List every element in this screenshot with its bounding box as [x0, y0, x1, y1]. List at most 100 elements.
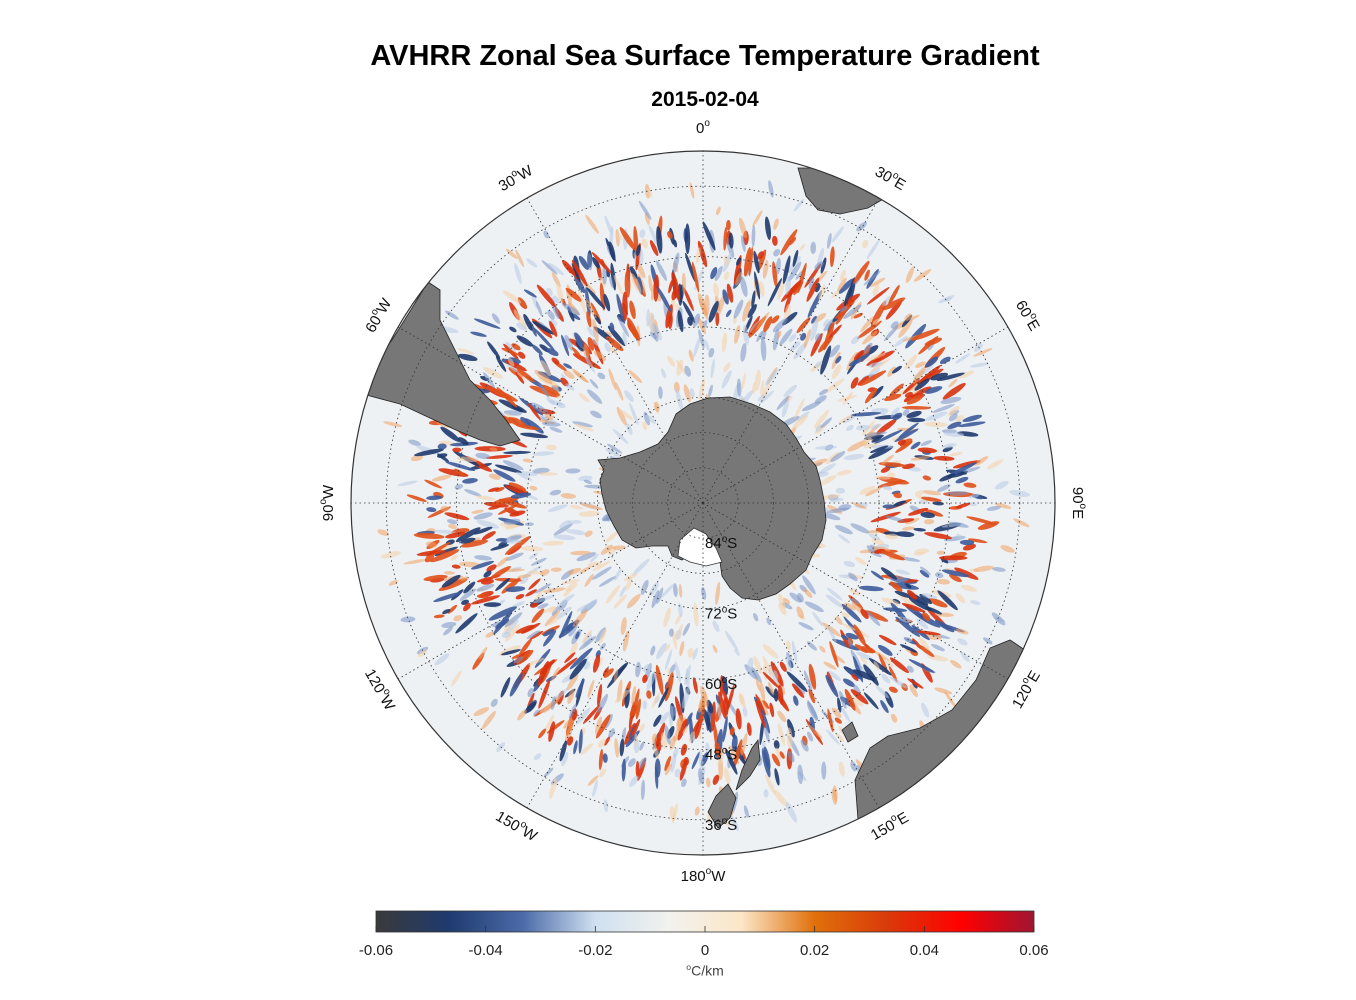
gradient-streak	[890, 713, 898, 723]
gradient-streak	[857, 375, 870, 386]
gradient-streak	[955, 476, 969, 484]
gradient-streak	[592, 560, 611, 572]
gradient-streak	[613, 594, 627, 609]
gradient-streak	[652, 739, 659, 759]
gradient-streak	[901, 603, 926, 613]
gradient-streak	[460, 539, 488, 548]
gradient-streak	[383, 421, 403, 427]
gradient-streak	[673, 583, 678, 597]
gradient-streak	[520, 432, 549, 439]
gradient-streak	[556, 606, 572, 619]
gradient-streak	[605, 448, 621, 457]
gradient-streak	[881, 454, 894, 465]
gradient-streak	[785, 801, 798, 823]
gradient-streak	[882, 504, 896, 509]
gradient-streak	[646, 414, 656, 425]
gradient-streak	[957, 370, 975, 379]
gradient-streak	[587, 775, 599, 786]
gradient-streak	[789, 592, 802, 603]
gradient-streak	[676, 718, 682, 732]
gradient-streak	[862, 330, 878, 345]
gradient-streak	[940, 396, 962, 404]
gradient-streak	[746, 722, 752, 736]
gradient-streak	[913, 527, 926, 532]
gradient-streak	[463, 581, 476, 594]
gradient-streak	[846, 424, 854, 431]
gradient-streak	[870, 511, 901, 523]
gradient-streak	[779, 751, 785, 759]
gradient-streak	[754, 369, 761, 392]
gradient-streak	[430, 549, 460, 563]
gradient-streak	[680, 743, 688, 756]
gradient-streak	[413, 532, 445, 539]
gradient-streak	[935, 572, 944, 579]
gradient-streak	[377, 529, 389, 536]
gradient-streak	[830, 451, 846, 462]
gradient-streak	[591, 566, 612, 580]
gradient-streak	[922, 490, 942, 496]
gradient-streak	[924, 509, 944, 517]
gradient-streak	[549, 489, 562, 496]
gradient-streak	[578, 393, 590, 403]
gradient-streak	[561, 334, 570, 357]
gradient-streak	[796, 606, 804, 619]
gradient-streak	[769, 702, 775, 718]
gradient-streak	[424, 479, 443, 489]
gradient-streak	[684, 223, 691, 255]
gradient-streak	[538, 728, 547, 739]
gradient-streak	[844, 688, 856, 711]
gradient-streak	[925, 386, 943, 394]
gradient-streak	[526, 630, 540, 640]
gradient-streak	[667, 231, 673, 239]
gradient-streak	[619, 585, 627, 598]
gradient-streak	[682, 725, 689, 735]
gradient-streak	[552, 295, 560, 304]
gradient-streak	[894, 336, 908, 347]
chart-subtitle: 2015-02-04	[651, 88, 759, 111]
gradient-streak	[424, 554, 435, 563]
gradient-streak	[549, 321, 558, 337]
gradient-streak	[545, 444, 557, 451]
gradient-streak	[760, 709, 771, 734]
map-frame	[350, 150, 1056, 856]
gradient-streak	[511, 417, 527, 427]
gradient-streak	[725, 630, 738, 651]
gradient-streak	[876, 419, 897, 435]
gradient-streak	[735, 271, 743, 286]
gradient-streak	[759, 681, 766, 702]
gradient-streak	[603, 668, 614, 678]
gradient-streak	[513, 656, 524, 664]
gradient-streak	[802, 575, 816, 595]
gradient-streak	[919, 593, 932, 605]
gradient-streak	[621, 758, 626, 782]
gradient-streak	[785, 654, 792, 672]
gradient-streak	[583, 353, 595, 373]
gradient-streak	[923, 519, 935, 525]
gradient-streak	[786, 280, 802, 299]
gradient-streak	[609, 275, 614, 288]
gradient-streak	[921, 496, 942, 502]
gradient-streak	[650, 313, 654, 323]
gradient-streak	[958, 421, 986, 428]
gradient-streak	[871, 407, 886, 413]
gradient-streak	[834, 525, 853, 535]
colorbar-tick-label: 0.02	[800, 942, 830, 959]
gradient-streak	[476, 594, 488, 599]
gradient-streak	[660, 368, 667, 379]
gradient-streak	[685, 668, 690, 689]
gradient-streak	[814, 361, 823, 368]
gradient-streak	[410, 455, 424, 462]
gradient-streak	[564, 724, 574, 743]
gradient-streak	[748, 246, 754, 277]
gradient-streak	[760, 380, 765, 398]
gradient-streak	[752, 210, 763, 227]
gradient-streak	[460, 537, 476, 544]
gradient-streak	[585, 214, 600, 234]
gradient-streak	[578, 729, 583, 754]
gradient-streak	[622, 331, 627, 347]
gradient-streak	[416, 550, 447, 556]
gradient-streak	[788, 333, 797, 343]
gradient-streak	[698, 749, 704, 774]
gradient-streak	[646, 188, 653, 198]
gradient-streak	[942, 382, 966, 400]
